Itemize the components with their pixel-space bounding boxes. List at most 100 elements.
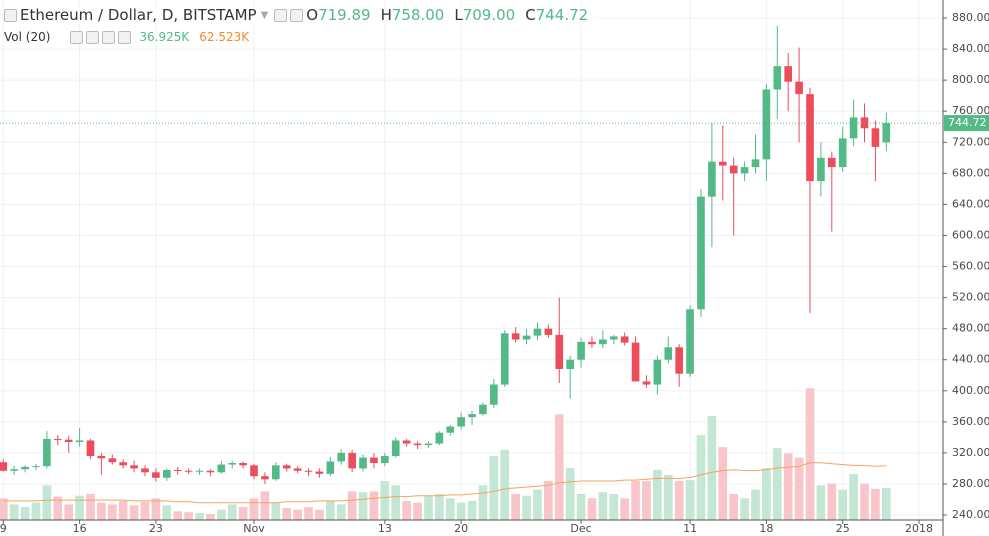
volume-bar [424,495,433,520]
candle-body [675,347,683,374]
volume-bar [31,502,41,520]
volume-bar [642,481,651,520]
volume-bar [707,416,717,520]
x-tick-label: 20 [454,522,468,535]
candle-body [533,328,542,336]
candle-body [261,476,269,480]
candle-body [348,452,356,469]
y-tick-label: 480.00 [952,322,989,335]
x-tick-label: 16 [73,522,87,535]
last-price-box [944,115,989,132]
volume-bar [315,509,324,520]
volume-bar [696,435,706,520]
candle-body [195,470,204,472]
volume-bar [326,500,335,520]
ohlc-value: 719.89 [318,6,371,24]
candle-body [664,347,673,360]
volume-bar [478,485,488,520]
x-tick-label: Dec [570,522,591,535]
candle-body [43,438,51,467]
volume-bar [107,504,117,520]
volume-bar [467,500,477,520]
candle-body [239,462,247,466]
y-tick-label: 440.00 [952,353,989,366]
volume-layer [0,388,891,520]
x-tick-label: 13 [378,522,392,535]
candle-body [326,461,335,474]
volume-bar [816,485,826,520]
candle-body [206,470,215,473]
volume-bar [184,512,193,520]
volume-bar [118,500,128,520]
candle-body [566,359,574,370]
candle-body [424,443,433,446]
settings-icon[interactable] [86,30,100,44]
candle-body [0,462,8,471]
candle-body [468,414,476,418]
volume-bar [783,453,793,520]
candle-body [217,464,226,473]
last-price-label: 744.72 [948,116,987,129]
y-tick-label: 360.00 [952,415,989,428]
candle-body [413,443,422,446]
volume-bar [751,489,760,520]
candle-body [250,465,258,477]
visibility-icon[interactable] [70,30,84,44]
candle-body [359,457,367,469]
candle-body [697,196,705,310]
volume-bar [489,455,499,520]
close-icon[interactable] [118,30,132,44]
x-tick-label: 2018 [905,522,933,535]
volume-legend: Vol (20) 36.925K 62.523K [4,30,250,44]
volume-bar [805,388,815,520]
candle-body [588,341,596,345]
volume-bar [173,511,183,520]
candle-body [446,426,455,433]
symbol-legend: Ethereum / Dollar, D, BITSTAMP ▼ O 719.89… [4,6,599,24]
candle-body [370,457,378,463]
dropdown-icon[interactable]: ▼ [260,9,269,21]
candle-body [391,440,400,457]
candle-body [184,470,193,472]
candle-body [97,456,106,459]
candle-body [609,336,618,340]
candle-body [271,465,280,480]
candle-body [381,456,389,463]
x-tick-label: 23 [149,522,163,535]
symbol-title: Ethereum / Dollar, D, BITSTAMP [20,6,257,24]
candle-body [32,466,40,468]
volume-bar [20,507,30,520]
format-icon[interactable] [290,8,304,22]
volume-value: 36.925K [139,30,190,44]
candle-body [599,339,607,345]
volume-bar [402,500,411,520]
volume-bar [195,513,204,520]
y-tick-label: 880.00 [952,11,989,24]
ohlc-value: 758.00 [391,6,445,24]
volume-bar [881,487,891,520]
candle-body [718,161,727,166]
candle-body [141,468,149,473]
candle-body [838,138,847,168]
x-tick-label: 18 [759,522,773,535]
candle-body [577,341,585,360]
add-icon[interactable] [102,30,116,44]
volume-bar [772,448,782,520]
ohlc-key: L [454,6,463,24]
collapse-icon[interactable] [4,8,17,22]
volume-bar [718,447,728,520]
volume-bar [554,414,564,520]
volume-bar [620,498,629,520]
candle-body [152,472,160,478]
grid [0,0,943,520]
volume-bar [282,507,292,520]
volume-bar [358,492,368,520]
settings-icon[interactable] [274,8,288,22]
volume-bar [598,492,608,520]
candle-body [10,469,18,471]
volume-bar [522,495,531,520]
y-tick-label: 560.00 [952,260,989,273]
volume-bar [347,491,357,520]
candle-body [871,128,880,147]
